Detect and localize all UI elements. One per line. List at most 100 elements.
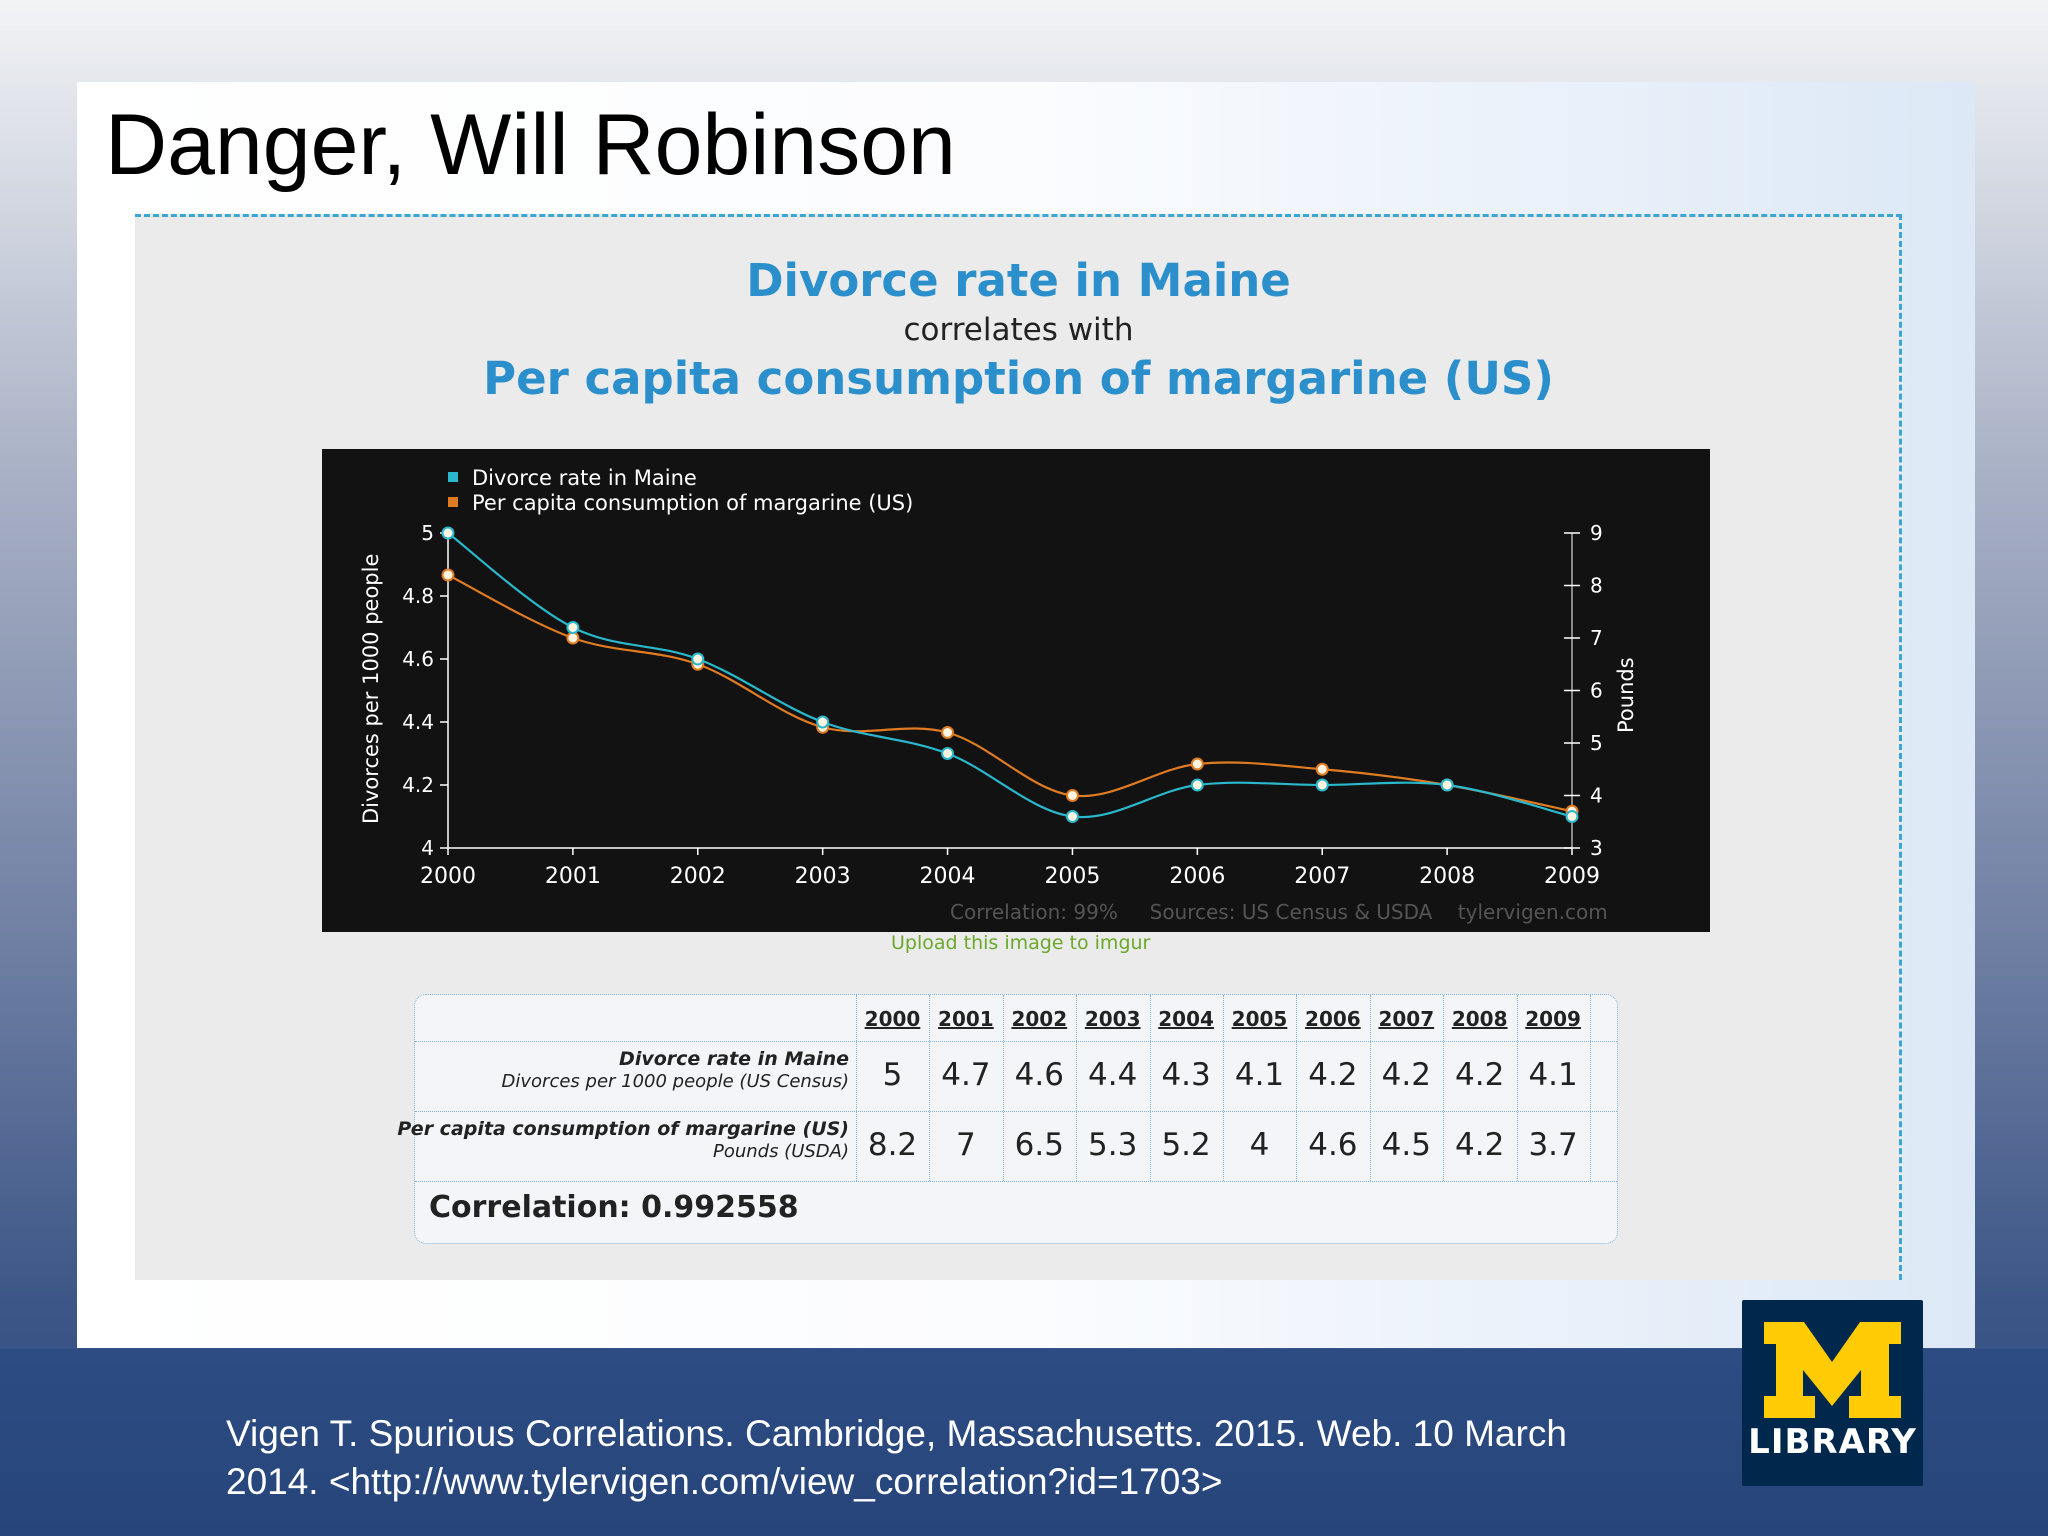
chart-ticks: 4 4.2 4.4 4.6 4.8 5 3 4 5 6 7 8 9 2000 2001 2002 2003 200… [402, 521, 1603, 889]
x-tick-label: 2000 [420, 864, 476, 889]
data-point-margarine [1315, 762, 1329, 776]
table-divider [415, 1111, 1617, 1112]
table-column-divider [1443, 995, 1445, 1181]
y2-tick-label: 4 [1590, 784, 1603, 808]
table-cell-divorce: 4.3 [1161, 1057, 1211, 1093]
table-cell-margarine: 6.5 [1014, 1127, 1064, 1163]
table-column-divider [1296, 995, 1298, 1181]
data-point-divorce [1190, 778, 1204, 792]
table-divider [415, 1181, 1617, 1182]
table-cell-margarine: 4.6 [1308, 1127, 1358, 1163]
table-cell-divorce: 4.4 [1088, 1057, 1138, 1093]
table-cell-margarine: 5.2 [1161, 1127, 1211, 1163]
table-year-header: 2002 [1011, 1007, 1068, 1031]
table-year-header: 2009 [1525, 1007, 1581, 1031]
row-label-title: Per capita consumption of margarine (US) [397, 1118, 849, 1140]
chart-footer-sources: Correlation: 99% Sources: US Census & US… [950, 900, 1608, 924]
y2-tick-label: 8 [1590, 574, 1603, 598]
legend-swatch-margarine [448, 497, 458, 507]
table-cell-divorce: 4.1 [1234, 1057, 1285, 1093]
series-line-margarine [447, 574, 1573, 813]
chart-plot [441, 526, 1579, 823]
y-axis-label: Divorces per 1000 people [359, 554, 383, 824]
x-tick-label: 2006 [1169, 864, 1225, 889]
table-column-divider [856, 995, 857, 1181]
upload-imgur-link[interactable]: Upload this image to imgur [891, 932, 1151, 954]
table-cell-margarine: 4 [1249, 1127, 1270, 1163]
chart-background [322, 449, 1710, 932]
table-year-header: 2008 [1451, 1007, 1508, 1031]
y2-tick-label: 7 [1590, 626, 1603, 650]
chart-title-secondary: Per capita consumption of margarine (US) [483, 352, 1554, 405]
table-column-divider [1002, 995, 1004, 1181]
series-line-divorce [447, 532, 1573, 819]
y-tick-label: 4.2 [402, 773, 434, 797]
table-cell-divorce: 4.2 [1308, 1057, 1358, 1093]
row-label-unit: Divorces per 1000 people (US Census) [501, 1071, 849, 1092]
table-column-divider [1149, 995, 1151, 1181]
slide-title: Danger, Will Robinson [105, 97, 956, 193]
x-tick-label: 2003 [795, 864, 851, 889]
table-cell-divorce: 4.1 [1528, 1057, 1578, 1093]
citation-line-1: Vigen T. Spurious Correlations. Cambridg… [226, 1413, 1567, 1454]
y-tick-label: 4 [421, 836, 434, 860]
table-cell-margarine: 8.2 [867, 1127, 918, 1163]
data-point-margarine [566, 631, 580, 645]
data-point-divorce [1565, 810, 1579, 823]
table-cell-margarine: 5.3 [1088, 1127, 1138, 1163]
data-point-divorce [691, 652, 705, 666]
y2-tick-label: 5 [1590, 731, 1603, 755]
table-cell-margarine: 7 [956, 1127, 976, 1163]
chart-title-connector: correlates with [903, 312, 1134, 348]
y2-tick-label: 3 [1590, 836, 1603, 860]
table-column-divider [1223, 995, 1224, 1181]
table-year-header: 2005 [1231, 1007, 1288, 1031]
footer-band [0, 1349, 2048, 1536]
legend-label-divorce: Divorce rate in Maine [472, 466, 697, 490]
table-row-label-divorce: Divorce rate in Maine Divorces per 1000 … [415, 1048, 849, 1108]
data-point-divorce [1440, 778, 1454, 792]
data-point-divorce [941, 747, 955, 760]
y-tick-label: 4.8 [402, 584, 434, 608]
y2-axis-label: Pounds [1614, 657, 1638, 733]
chart-legend: Divorce rate in Maine Per capita consump… [448, 466, 913, 515]
table-cell-divorce: 4.6 [1014, 1057, 1064, 1093]
logo-text: LIBRARY [1748, 1422, 1917, 1462]
table-year-header: 2000 [864, 1007, 921, 1031]
table-cell-margarine: 3.7 [1528, 1127, 1578, 1163]
data-table: 2000 2001 2002 2003 2004 2005 2006 2007 2008 2009… [397, 994, 1618, 1244]
table-column-divider [1076, 995, 1078, 1181]
data-point-divorce [566, 621, 580, 634]
table-cell-divorce: 5 [882, 1057, 903, 1093]
table-year-header: 2004 [1158, 1007, 1214, 1031]
row-label-unit: Pounds (USDA) [712, 1141, 849, 1162]
legend-label-margarine: Per capita consumption of margarine (US) [472, 491, 913, 515]
y-tick-label: 5 [421, 521, 434, 545]
data-point-divorce [816, 715, 830, 729]
data-point-margarine [441, 568, 455, 582]
citation-line-2: 2014. <http://www.tylervigen.com/view_co… [226, 1461, 1223, 1502]
row-label-title: Divorce rate in Maine [619, 1048, 849, 1070]
data-point-margarine [941, 726, 955, 739]
x-tick-label: 2002 [670, 864, 726, 889]
table-cell-margarine: 4.5 [1381, 1127, 1431, 1163]
table-column-divider [1369, 995, 1371, 1181]
table-column-divider [1590, 995, 1591, 1181]
table-cell-margarine: 4.2 [1455, 1127, 1505, 1163]
table-row-label-margarine: Per capita consumption of margarine (US)… [397, 1118, 849, 1178]
y-tick-label: 4.6 [402, 647, 434, 671]
x-tick-label: 2004 [920, 864, 976, 889]
y2-tick-label: 9 [1590, 521, 1603, 545]
legend-swatch-divorce [448, 472, 458, 482]
table-column-divider [929, 995, 931, 1181]
table-year-header: 2001 [938, 1007, 994, 1031]
x-tick-label: 2008 [1419, 864, 1475, 889]
data-point-divorce [1065, 810, 1079, 823]
y-tick-label: 4.4 [402, 710, 434, 734]
x-tick-label: 2007 [1294, 864, 1350, 889]
chart-title-primary: Divorce rate in Maine [746, 254, 1291, 307]
citation: Vigen T. Spurious Correlations. Cambridg… [226, 1410, 1567, 1506]
table-year-header: 2003 [1084, 1007, 1141, 1031]
block-m-icon [1764, 1322, 1901, 1418]
